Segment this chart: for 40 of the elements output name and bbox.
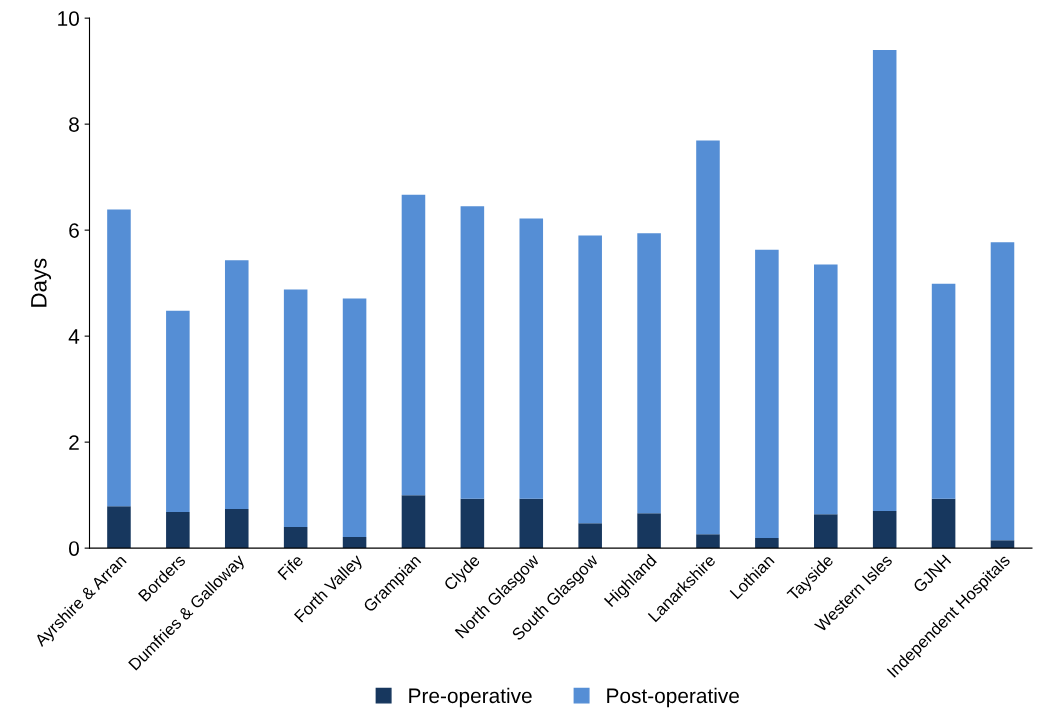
y-axis-title: Days bbox=[31, 258, 52, 307]
bar bbox=[814, 264, 838, 515]
bar bbox=[283, 289, 308, 527]
bar bbox=[519, 498, 544, 549]
bar bbox=[342, 298, 367, 537]
bar bbox=[637, 513, 661, 549]
bar bbox=[637, 233, 661, 514]
bar bbox=[931, 283, 956, 499]
y-tick-label: 6 bbox=[69, 223, 79, 238]
bar bbox=[931, 498, 956, 549]
bar bbox=[283, 526, 308, 549]
bar bbox=[107, 506, 131, 549]
y-tick-label: 0 bbox=[69, 541, 79, 556]
bar bbox=[224, 508, 249, 549]
bar bbox=[166, 512, 190, 549]
bar bbox=[107, 209, 131, 507]
bar bbox=[696, 140, 720, 535]
bar bbox=[460, 498, 485, 549]
bar bbox=[224, 260, 249, 509]
x-tick-label: Fife bbox=[276, 553, 304, 581]
y-tick-label: 8 bbox=[69, 117, 79, 132]
bar bbox=[872, 49, 897, 512]
bar bbox=[990, 242, 1015, 541]
bar bbox=[401, 194, 426, 496]
bar bbox=[401, 495, 426, 549]
bar bbox=[460, 206, 485, 499]
bar bbox=[578, 523, 602, 549]
bar bbox=[578, 235, 602, 524]
y-tick-label: 2 bbox=[69, 435, 79, 450]
y-tick-label: 4 bbox=[68, 329, 80, 344]
legend-label: Pre-operative bbox=[409, 687, 532, 708]
bar bbox=[872, 511, 897, 549]
bar bbox=[166, 310, 190, 513]
bar bbox=[814, 514, 838, 549]
bar bbox=[519, 218, 544, 499]
bar bbox=[755, 538, 779, 549]
legend-label: Post-operative bbox=[607, 687, 739, 708]
bar bbox=[696, 534, 720, 549]
bar bbox=[755, 249, 779, 539]
y-tick-label: 10 bbox=[58, 11, 79, 26]
